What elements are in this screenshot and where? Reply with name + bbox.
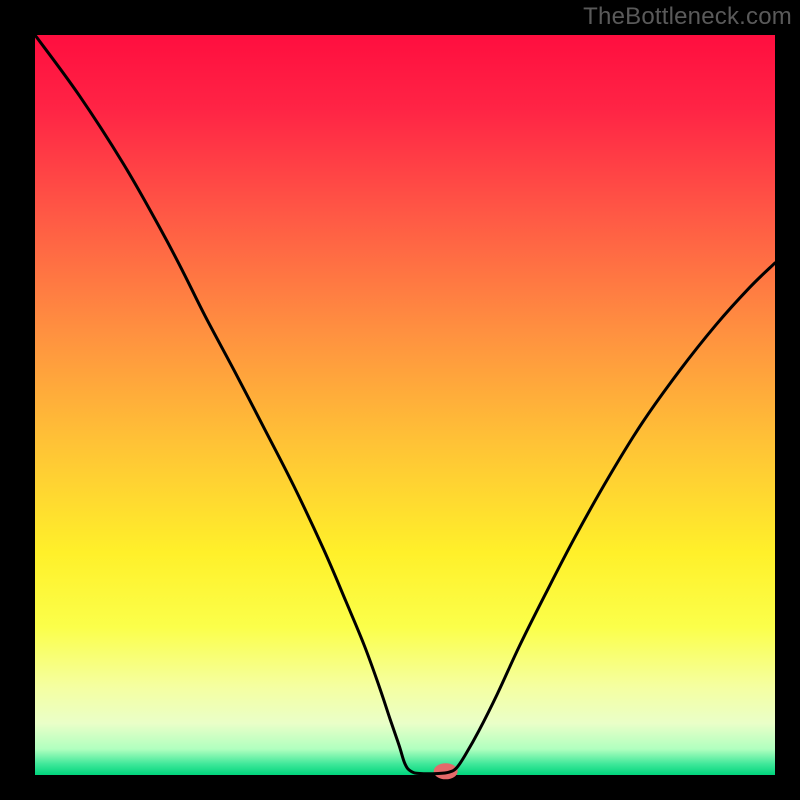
chart-container: TheBottleneck.com <box>0 0 800 800</box>
plot-background <box>35 35 775 775</box>
bottleneck-chart <box>0 0 800 800</box>
watermark-label: TheBottleneck.com <box>583 3 792 31</box>
